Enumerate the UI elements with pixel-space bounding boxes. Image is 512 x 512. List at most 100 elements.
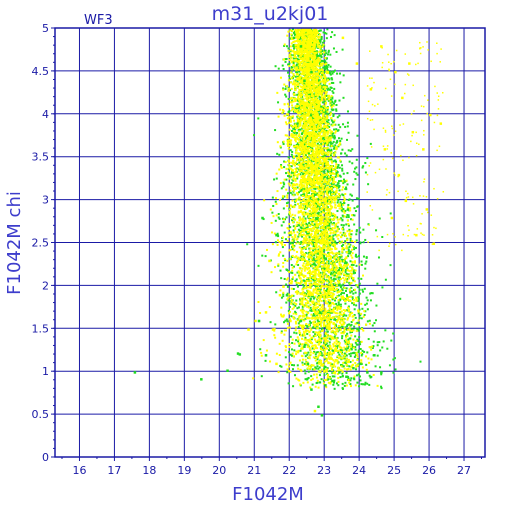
data-point [319, 68, 322, 71]
data-point [285, 95, 288, 98]
data-point [312, 364, 315, 367]
data-point [290, 37, 293, 40]
data-point [333, 264, 336, 267]
data-point [314, 147, 317, 150]
data-point [307, 160, 310, 163]
data-point [321, 279, 324, 282]
data-point [358, 226, 361, 229]
data-point [287, 171, 290, 174]
data-point [330, 236, 333, 239]
data-point [302, 276, 305, 279]
data-point [325, 239, 328, 242]
data-point [333, 152, 336, 155]
data-point [290, 61, 293, 64]
data-point [296, 271, 299, 274]
data-point [351, 148, 354, 151]
data-point [315, 256, 318, 259]
data-point [323, 70, 326, 73]
data-point [329, 65, 332, 68]
data-point [364, 238, 367, 241]
data-point [340, 295, 343, 298]
data-point [286, 292, 289, 295]
data-point [348, 295, 351, 298]
data-point [336, 201, 339, 204]
data-point [286, 34, 289, 37]
data-point [313, 39, 316, 42]
data-point [274, 129, 277, 132]
data-point [290, 87, 293, 90]
data-point [357, 349, 360, 352]
data-point [317, 54, 320, 57]
data-point [316, 43, 319, 46]
data-point [347, 248, 350, 251]
data-point [329, 200, 332, 203]
data-point [309, 73, 312, 76]
data-point [294, 304, 297, 307]
data-point [325, 359, 328, 362]
data-point [311, 142, 314, 145]
data-point [309, 321, 312, 324]
data-point [253, 134, 256, 137]
data-point [293, 126, 296, 129]
data-point [333, 136, 336, 139]
data-point [271, 196, 274, 199]
data-point [302, 207, 305, 210]
data-point [260, 375, 263, 378]
data-point [297, 96, 300, 99]
data-point [341, 214, 344, 217]
data-point [349, 149, 352, 152]
data-point [354, 384, 357, 387]
data-point [339, 140, 342, 143]
data-point [355, 230, 358, 233]
data-point [308, 236, 311, 239]
data-point [280, 365, 283, 368]
data-point [325, 71, 328, 74]
data-point [338, 207, 341, 210]
data-point [362, 274, 365, 277]
data-point [324, 94, 327, 97]
data-point [338, 185, 341, 188]
data-point [321, 319, 324, 322]
data-point [304, 211, 307, 214]
data-point [306, 325, 309, 328]
data-point [347, 198, 350, 201]
data-point [367, 183, 370, 186]
data-point [355, 233, 358, 236]
data-point [296, 202, 299, 205]
data-point [323, 138, 326, 141]
data-point [314, 192, 317, 195]
data-point [349, 355, 352, 358]
data-point [335, 186, 338, 189]
data-point [337, 299, 340, 302]
data-point [312, 85, 315, 88]
data-point [269, 321, 272, 324]
data-point [322, 318, 325, 321]
data-point [328, 324, 331, 327]
data-point [316, 358, 319, 361]
data-point [390, 339, 393, 342]
data-point [349, 329, 352, 332]
data-point [351, 302, 354, 305]
data-point [344, 302, 347, 305]
data-point [338, 266, 341, 269]
data-point [337, 252, 340, 255]
data-point [318, 259, 321, 262]
data-point [354, 348, 357, 351]
data-point [339, 81, 342, 84]
data-point [302, 63, 305, 66]
data-point [291, 205, 294, 208]
data-point [284, 58, 287, 61]
data-point [338, 166, 341, 169]
data-point [335, 247, 338, 250]
data-point [312, 245, 315, 248]
data-point [348, 281, 351, 284]
data-point [371, 324, 374, 327]
data-point [347, 345, 350, 348]
data-point [293, 349, 296, 352]
data-point [326, 177, 329, 180]
data-point [292, 131, 295, 134]
data-point [318, 294, 321, 297]
data-point [341, 180, 344, 183]
data-point [336, 312, 339, 315]
data-point [320, 352, 323, 355]
